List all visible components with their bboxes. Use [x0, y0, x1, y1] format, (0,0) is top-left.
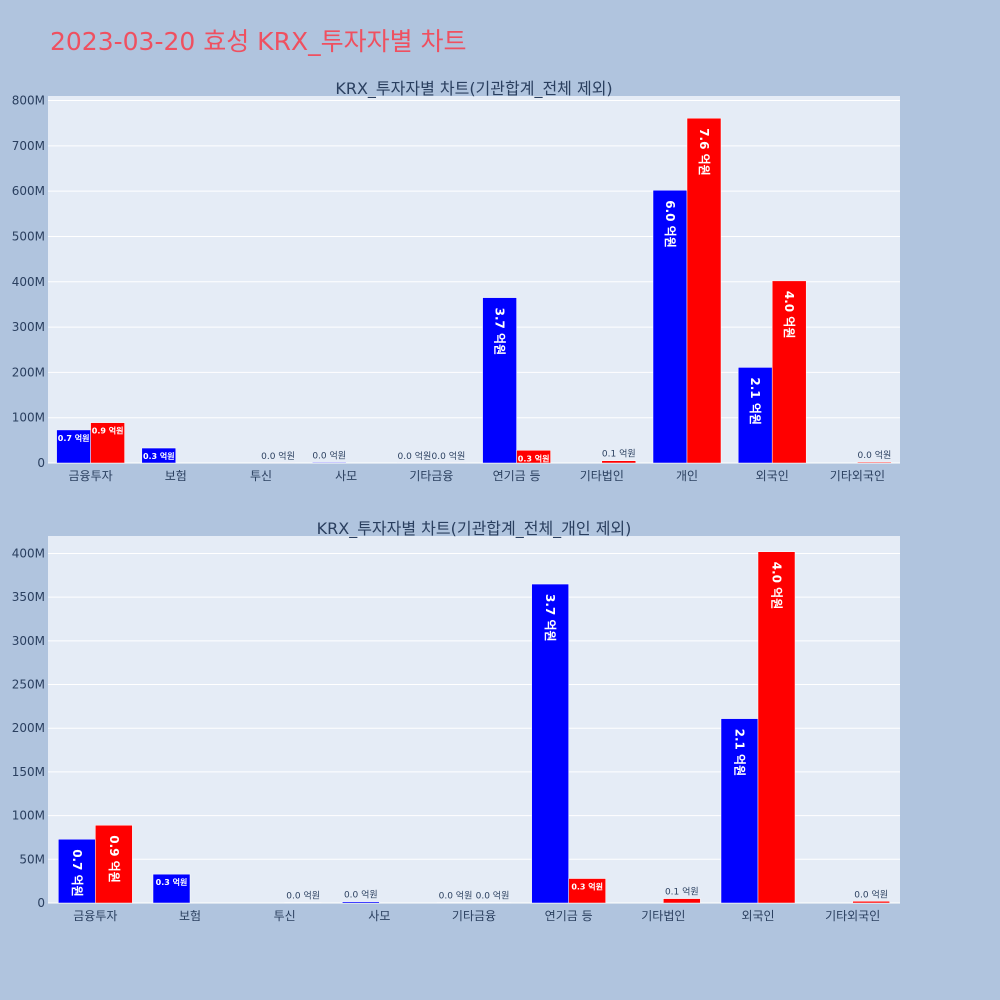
- y-tick-label: 100M: [12, 809, 45, 823]
- x-tick-label: 금융투자: [73, 909, 117, 923]
- data-label: 3.7 억원: [493, 308, 507, 356]
- x-tick-label: 개인: [676, 469, 698, 483]
- x-tick-label: 보험: [179, 909, 201, 923]
- data-label: 0.3 억원: [518, 453, 550, 463]
- data-label: 0.3 억원: [571, 882, 603, 892]
- bar: [568, 878, 606, 904]
- bar: [311, 462, 347, 464]
- data-label: 0.0 억원: [432, 450, 466, 462]
- data-label: 0.3 억원: [156, 877, 188, 887]
- x-tick-label: 기타외국인: [825, 909, 880, 923]
- data-label: 6.0 억원: [663, 200, 677, 248]
- y-tick-label: 700M: [12, 139, 45, 153]
- data-label: 0.0 억원: [858, 449, 892, 461]
- bar: [56, 429, 91, 464]
- y-tick-label: 150M: [12, 765, 45, 779]
- data-label: 0.1 억원: [602, 448, 636, 460]
- y-tick-label: 600M: [12, 184, 45, 198]
- data-label: 0.0 억원: [261, 450, 295, 462]
- data-label: 0.0 억원: [312, 449, 346, 461]
- bar: [852, 901, 890, 904]
- bar: [152, 873, 191, 904]
- bar: [737, 367, 773, 464]
- y-tick-label: 200M: [12, 365, 45, 379]
- data-label: 0.1 억원: [665, 886, 699, 898]
- y-tick-label: 200M: [12, 721, 45, 735]
- data-label: 0.3 억원: [143, 451, 175, 461]
- x-tick-label: 사모: [335, 469, 357, 483]
- y-tick-label: 400M: [12, 275, 45, 289]
- bar: [58, 838, 96, 904]
- y-tick-label: 0: [37, 456, 45, 470]
- bar: [90, 422, 125, 464]
- data-label: 4.0 억원: [782, 291, 796, 339]
- data-label: 0.9 억원: [107, 835, 121, 883]
- x-tick-label: 투신: [250, 469, 272, 483]
- x-tick-label: 연기금 등: [545, 909, 593, 923]
- y-tick-label: 300M: [12, 634, 45, 648]
- bar: [720, 718, 759, 904]
- y-tick-label: 0: [37, 896, 45, 910]
- data-label: 2.1 억원: [733, 729, 747, 777]
- x-tick-label: 기타외국인: [830, 469, 885, 483]
- data-label: 2.1 억원: [748, 377, 762, 425]
- data-label: 7.6 억원: [697, 128, 711, 176]
- data-label: 4.0 억원: [770, 562, 784, 610]
- data-label: 0.0 억원: [439, 890, 473, 902]
- y-tick-label: 100M: [12, 411, 45, 425]
- y-tick-label: 50M: [19, 852, 45, 866]
- bar: [757, 551, 796, 904]
- x-tick-label: 투신: [274, 909, 296, 923]
- bar: [531, 583, 569, 904]
- bar: [663, 898, 701, 904]
- x-tick-label: 기타법인: [580, 469, 624, 483]
- x-tick-label: 연기금 등: [493, 469, 541, 483]
- bar: [771, 280, 807, 464]
- chart-title: KRX_투자자별 차트(기관합계_전체_개인 제외): [317, 519, 632, 539]
- data-label: 0.0 억원: [286, 890, 320, 902]
- data-label: 0.0 억원: [476, 890, 510, 902]
- bar: [601, 460, 637, 464]
- bar: [342, 901, 380, 904]
- x-tick-label: 기타금융: [452, 909, 496, 923]
- data-label: 0.0 억원: [854, 888, 888, 900]
- y-tick-label: 350M: [12, 590, 45, 604]
- y-tick-label: 500M: [12, 229, 45, 243]
- data-label: 0.9 억원: [92, 426, 124, 436]
- bar: [652, 189, 688, 464]
- chart-title: KRX_투자자별 차트(기관합계_전체 제외): [335, 79, 612, 99]
- x-tick-label: 외국인: [741, 909, 774, 923]
- data-label: 0.0 억원: [398, 450, 432, 462]
- y-tick-label: 300M: [12, 320, 45, 334]
- y-tick-label: 250M: [12, 678, 45, 692]
- x-tick-label: 기타금융: [409, 469, 453, 483]
- x-tick-label: 보험: [165, 469, 187, 483]
- y-tick-label: 400M: [12, 546, 45, 560]
- bar: [857, 461, 892, 464]
- x-tick-label: 사모: [368, 909, 390, 923]
- bar: [516, 450, 551, 464]
- data-label: 0.7 억원: [70, 849, 84, 897]
- data-label: 0.0 억원: [344, 889, 378, 901]
- bar: [686, 117, 722, 464]
- page-title: 2023-03-20 효성 KRX_투자자별 차트: [50, 27, 467, 56]
- x-tick-label: 금융투자: [69, 469, 113, 483]
- data-label: 0.7 억원: [58, 433, 90, 443]
- bar: [482, 297, 517, 464]
- x-tick-label: 기타법인: [641, 909, 685, 923]
- bar: [141, 447, 177, 464]
- data-label: 3.7 억원: [543, 594, 557, 642]
- bar: [95, 824, 133, 904]
- x-tick-label: 외국인: [756, 469, 789, 483]
- y-tick-label: 800M: [12, 94, 45, 108]
